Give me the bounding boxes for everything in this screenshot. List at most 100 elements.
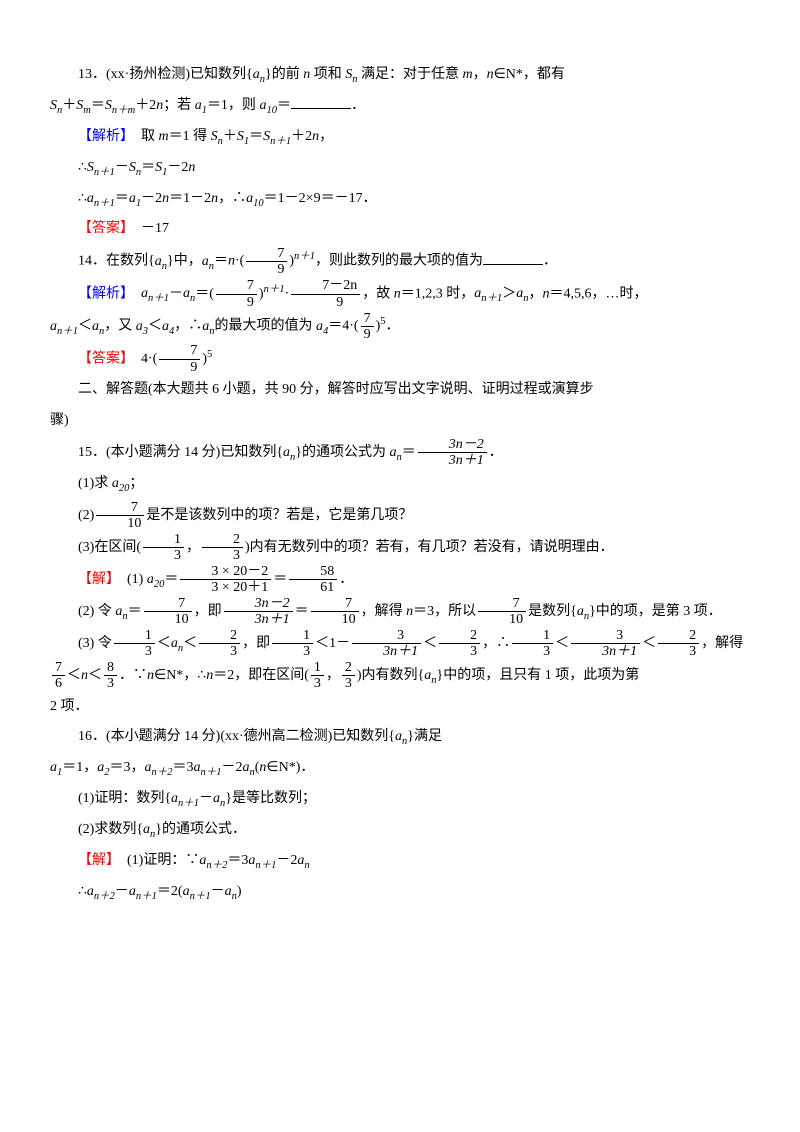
t: 骤) bbox=[50, 413, 69, 428]
t: · bbox=[285, 286, 290, 301]
a2: a2 bbox=[97, 760, 109, 775]
t: ，即 bbox=[242, 636, 270, 651]
t: (1)证明：∵ bbox=[113, 853, 199, 868]
q14-sol-l1: 【解析】 an＋1－an＝(79)n＋1·7－2n9，故 n＝1,2,3 时，a… bbox=[50, 278, 750, 311]
t: ∈N*，都有 bbox=[494, 67, 565, 82]
t: ) bbox=[237, 884, 242, 899]
an1: an＋1 bbox=[248, 853, 276, 868]
t: ∴ bbox=[78, 191, 87, 206]
a20: a20 bbox=[147, 572, 165, 587]
q15-p1: (1)求 a20； bbox=[50, 469, 750, 500]
an1: an＋1 bbox=[194, 760, 222, 775]
t: ＝3 bbox=[173, 760, 194, 775]
an: an bbox=[390, 445, 402, 460]
an1: an＋1 bbox=[87, 191, 115, 206]
answer: －17 bbox=[127, 221, 169, 236]
t: －2 bbox=[141, 191, 162, 206]
t: )内有数列{ bbox=[357, 668, 424, 683]
an1: an＋1 bbox=[129, 884, 157, 899]
q14-ans: 【答案】 4·(79)5 bbox=[50, 343, 750, 375]
t: ＝1－2×9＝－17． bbox=[264, 191, 377, 206]
an1: an＋1 bbox=[50, 319, 78, 334]
a1: a1 bbox=[129, 191, 141, 206]
t: (3)在区间( bbox=[78, 540, 141, 555]
fraction: 13 bbox=[272, 628, 313, 660]
an1: an＋1 bbox=[141, 286, 169, 301]
blank bbox=[291, 94, 351, 109]
an2: an＋2 bbox=[199, 853, 227, 868]
t: －2 bbox=[276, 853, 297, 868]
t: ＜ bbox=[148, 319, 162, 334]
exp: n＋1 bbox=[294, 251, 315, 262]
t: ∈N*，∴ bbox=[154, 668, 206, 683]
fraction: 13 bbox=[114, 628, 155, 660]
t: (2) bbox=[78, 508, 94, 523]
t: }中的项，且只有 1 项，此项为第 bbox=[437, 668, 640, 683]
m: m bbox=[159, 129, 169, 144]
t: ＝1，则 bbox=[207, 98, 260, 113]
t: ＝3，所以 bbox=[413, 604, 476, 619]
q15-sol-3: (3) 令13＜an＜23，即13＜1－33n＋1＜23，∴13＜33n＋1＜2… bbox=[50, 628, 750, 660]
fraction: 710 bbox=[144, 596, 192, 628]
Sm: Sm bbox=[76, 98, 91, 113]
t: ；若 bbox=[163, 98, 195, 113]
an: an bbox=[225, 884, 237, 899]
an: an bbox=[424, 668, 436, 683]
q16-p2: (2)求数列{an}的通项公式． bbox=[50, 815, 750, 846]
a20: a20 bbox=[112, 476, 130, 491]
t: ＜ bbox=[157, 636, 171, 651]
t: ， bbox=[473, 67, 487, 82]
q13-line2: Sn＋Sm＝Sn＋m＋2n；若 a1＝1，则 a10＝． bbox=[50, 91, 750, 122]
t: ，解得 bbox=[701, 636, 743, 651]
t: }中的项，是第 3 项． bbox=[589, 604, 722, 619]
q14-sol-l2: an＋1＜an，又 a3＜a4，∴an的最大项的值为 a4＝4·(79)5． bbox=[50, 310, 750, 343]
solution-label: 【解】 bbox=[78, 572, 113, 587]
t: )内有无数列中的项？若有，有几项？若没有，请说明理由． bbox=[245, 540, 614, 555]
t: ＜ bbox=[423, 636, 437, 651]
an: an bbox=[516, 286, 528, 301]
t: ． bbox=[543, 254, 557, 269]
fraction: 3n－23n＋1 bbox=[418, 437, 487, 469]
Sn: Sn bbox=[345, 67, 357, 82]
t: ＝ bbox=[277, 98, 291, 113]
an: an bbox=[183, 286, 195, 301]
n: n bbox=[394, 286, 401, 301]
t: ＝ bbox=[195, 286, 209, 301]
t: ，则此数列的最大项的值为 bbox=[315, 254, 483, 269]
t: ＝2，即在区间( bbox=[213, 668, 309, 683]
t: ， bbox=[529, 286, 543, 301]
t: ＋ bbox=[62, 98, 76, 113]
t: ＝ bbox=[115, 191, 129, 206]
t: ．∵ bbox=[119, 668, 147, 683]
fraction: 5861 bbox=[289, 564, 337, 596]
t: 13．(xx·扬州检测)已知数列{ bbox=[78, 67, 253, 82]
q16-sol-1: 【解】 (1)证明：∵an＋2＝3an＋1－2an bbox=[50, 846, 750, 877]
t: }的通项公式． bbox=[155, 822, 246, 837]
t: ＝ bbox=[164, 572, 178, 587]
fraction: 3n－23n＋1 bbox=[224, 596, 293, 628]
t: ，∴ bbox=[482, 636, 510, 651]
t: 是不是该数列中的项？若是，它是第几项？ bbox=[146, 508, 412, 523]
fraction: 33n＋1 bbox=[571, 628, 640, 660]
an: an bbox=[143, 822, 155, 837]
an1: an＋1 bbox=[183, 884, 211, 899]
t: ＝ bbox=[402, 445, 416, 460]
an: an bbox=[171, 636, 183, 651]
an: an bbox=[202, 319, 214, 334]
t: 2 项． bbox=[50, 699, 89, 714]
an: an bbox=[283, 445, 295, 460]
fraction: 79 bbox=[159, 343, 200, 375]
a1: a1 bbox=[195, 98, 207, 113]
t: ＝1 得 bbox=[169, 129, 211, 144]
t: (1)求 bbox=[78, 476, 112, 491]
t: ＜ bbox=[67, 668, 81, 683]
fraction: 23 bbox=[199, 628, 240, 660]
a1: a1 bbox=[50, 760, 62, 775]
t: ＜ bbox=[78, 319, 92, 334]
t: ＝ bbox=[295, 604, 309, 619]
q15-sol-3c: 2 项． bbox=[50, 692, 750, 723]
t: ． bbox=[351, 98, 365, 113]
t: ，∴ bbox=[174, 319, 202, 334]
section-2-title: 二、解答题(本大题共 6 小题，共 90 分，解答时应写出文字说明、证明过程或演… bbox=[50, 375, 750, 406]
t: ，即 bbox=[194, 604, 222, 619]
